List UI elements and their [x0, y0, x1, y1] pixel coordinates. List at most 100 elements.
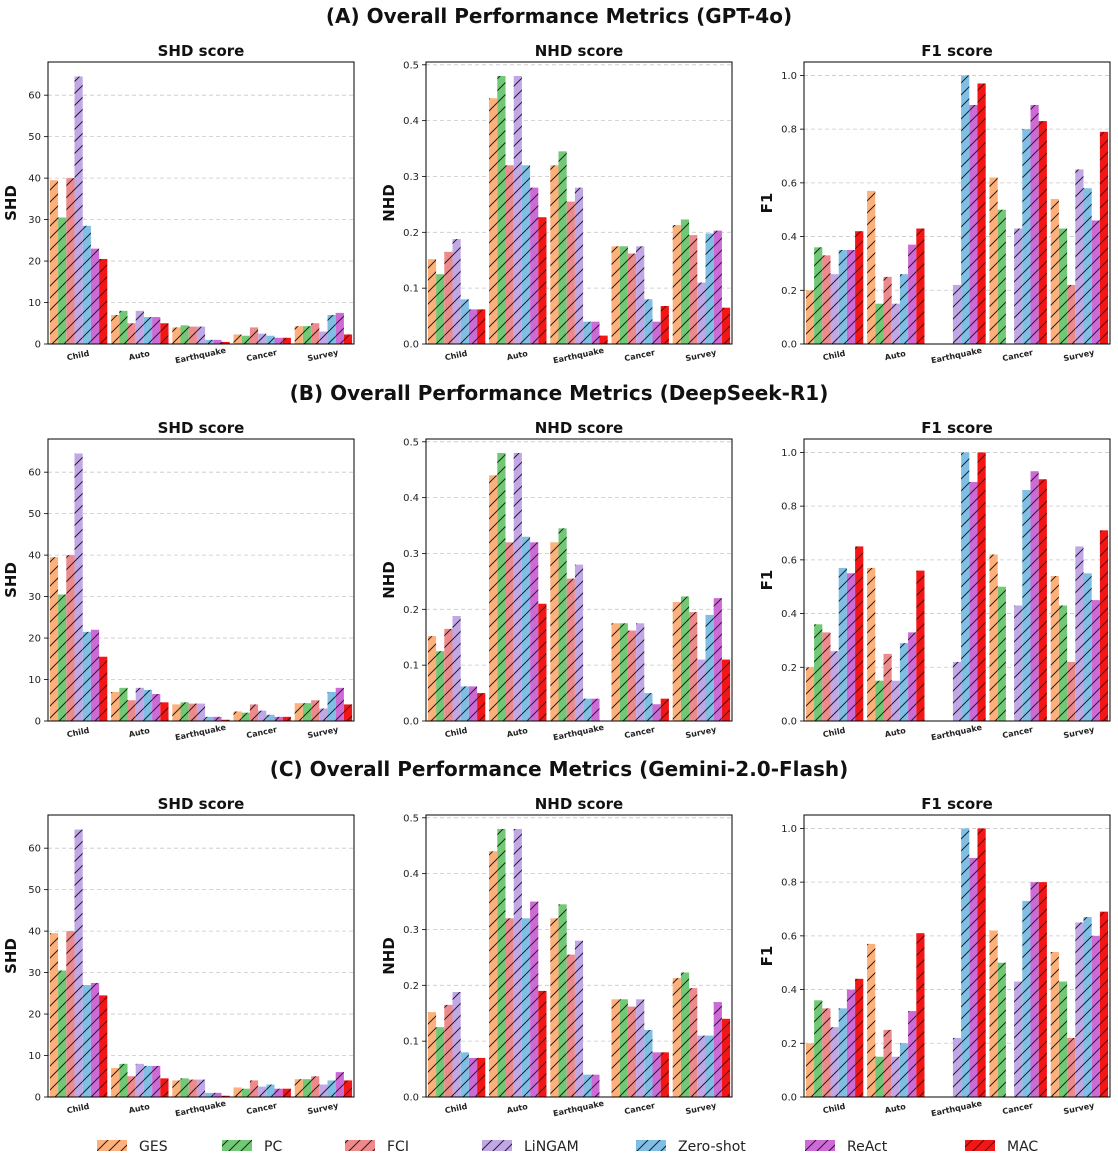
y-tick-label: 40 — [28, 551, 41, 562]
bar-zero-shot-auto — [521, 536, 531, 721]
bar-pc-survey — [302, 1079, 312, 1097]
legend-label: GES — [139, 1139, 168, 1155]
bar-pc-survey — [1058, 981, 1068, 1097]
bar-ges-survey — [672, 225, 681, 344]
bar-pc-auto — [497, 452, 506, 721]
bar-zero-shot-child — [838, 1008, 847, 1097]
bar-lingam-child — [74, 76, 83, 344]
plot-frame — [47, 61, 355, 345]
panel-title: NHD score — [535, 419, 623, 437]
panel-title: F1 score — [921, 42, 993, 60]
x-tick-label: Cancer — [624, 1101, 656, 1116]
y-tick-label: 50 — [28, 885, 41, 896]
bar-pc-cancer — [619, 246, 628, 344]
bar-lingam-cancer — [1014, 228, 1023, 344]
legend-item-fci: FCI — [345, 1139, 409, 1155]
bar-fci-cancer — [627, 253, 637, 344]
legend: GES PC FCI LiNGAM Zero-shot ReAct MAC — [97, 1139, 1038, 1155]
bar-react-child — [846, 250, 856, 344]
bar-react-auto — [152, 694, 161, 721]
bar-mac-cancer — [1038, 479, 1047, 721]
bar-zero-shot-auto — [143, 689, 153, 721]
x-tick-label: Auto — [506, 1102, 529, 1115]
bar-ges-auto — [111, 314, 120, 344]
panel-title: SHD score — [158, 795, 245, 813]
bar-fci-survey — [311, 700, 320, 721]
bar-ges-cancer — [233, 711, 242, 721]
y-tick-label: 20 — [28, 257, 41, 268]
bar-mac-survey — [721, 307, 731, 344]
bar-react-survey — [713, 230, 722, 344]
bar-zero-shot-survey — [705, 614, 714, 721]
bar-react-auto — [152, 1065, 161, 1097]
bar-lingam-auto — [891, 680, 900, 721]
bar-fci-survey — [689, 235, 698, 344]
y-tick-label: 40 — [28, 927, 41, 938]
y-axis-label: NHD — [380, 184, 398, 222]
bar-mac-auto — [160, 323, 169, 344]
bar-react-survey — [335, 312, 344, 344]
x-tick-label: Earthquake — [174, 346, 227, 366]
legend-label: ReAct — [847, 1139, 888, 1155]
bar-pc-cancer — [619, 623, 628, 721]
bar-lingam-earthquake — [574, 187, 584, 344]
bar-mac-cancer — [660, 698, 669, 721]
bar-mac-child — [477, 693, 486, 721]
bar-react-earthquake — [591, 321, 600, 344]
bar-zero-shot-earthquake — [583, 1074, 592, 1097]
bar-pc-auto — [875, 303, 884, 344]
bar-ges-child — [805, 667, 815, 721]
bar-pc-auto — [119, 310, 128, 344]
bar-fci-auto — [883, 653, 892, 721]
bar-lingam-auto — [513, 452, 522, 721]
y-tick-label: 20 — [28, 634, 41, 645]
bar-react-child — [846, 573, 856, 721]
bar-mac-auto — [916, 933, 925, 1097]
bar-zero-shot-earthquake — [205, 339, 214, 344]
x-tick-label: Earthquake — [552, 346, 605, 366]
y-tick-label: 0.0 — [781, 340, 797, 351]
bar-mac-child — [99, 995, 108, 1097]
bar-react-earthquake — [969, 481, 978, 721]
bar-pc-cancer — [241, 712, 250, 721]
bar-mac-auto — [160, 702, 169, 721]
bar-pc-survey — [680, 219, 690, 344]
bar-mac-child — [855, 546, 864, 721]
legend-swatch — [805, 1140, 835, 1151]
bar-fci-child — [66, 178, 75, 344]
y-tick-label: 0.0 — [781, 717, 797, 728]
bar-zero-shot-cancer — [266, 1084, 275, 1097]
y-tick-label: 0.4 — [403, 493, 419, 504]
bar-lingam-child — [452, 992, 461, 1097]
bar-zero-shot-auto — [143, 1065, 153, 1097]
bar-pc-child — [814, 624, 823, 721]
bar-zero-shot-earthquake — [961, 828, 970, 1097]
bar-pc-survey — [302, 703, 312, 721]
bar-zero-shot-child — [460, 299, 469, 344]
bar-fci-auto — [505, 165, 514, 344]
panel-title: NHD score — [535, 42, 623, 60]
bar-ges-child — [49, 180, 59, 344]
bar-react-auto — [908, 244, 917, 344]
x-tick-label: Auto — [128, 726, 151, 739]
bar-fci-child — [66, 931, 75, 1097]
x-tick-label: Auto — [128, 1102, 151, 1115]
shd-score-chart-2: 0 10 20 30 40 50 60 Child Auto Earthquake Cancer Su… — [2, 419, 355, 742]
x-tick-label: Survey — [685, 348, 718, 363]
bar-ges-survey — [1050, 951, 1059, 1097]
bar-mac-auto — [538, 217, 547, 344]
y-tick-label: 0.1 — [403, 661, 419, 672]
legend-item-zero-shot: Zero-shot — [636, 1139, 746, 1155]
bar-lingam-cancer — [636, 623, 645, 721]
bar-zero-shot-auto — [899, 643, 909, 721]
bar-pc-auto — [497, 828, 506, 1097]
bar-pc-auto — [119, 1063, 128, 1097]
bar-fci-earthquake — [566, 578, 575, 721]
bar-zero-shot-auto — [521, 165, 531, 344]
bar-mac-survey — [343, 334, 353, 344]
bar-lingam-auto — [135, 310, 144, 344]
x-tick-label: Earthquake — [930, 1099, 983, 1119]
bar-mac-auto — [160, 1078, 169, 1097]
y-axis-label: NHD — [380, 937, 398, 975]
row-title-a: (A) Overall Performance Metrics (GPT-4o) — [326, 4, 792, 28]
